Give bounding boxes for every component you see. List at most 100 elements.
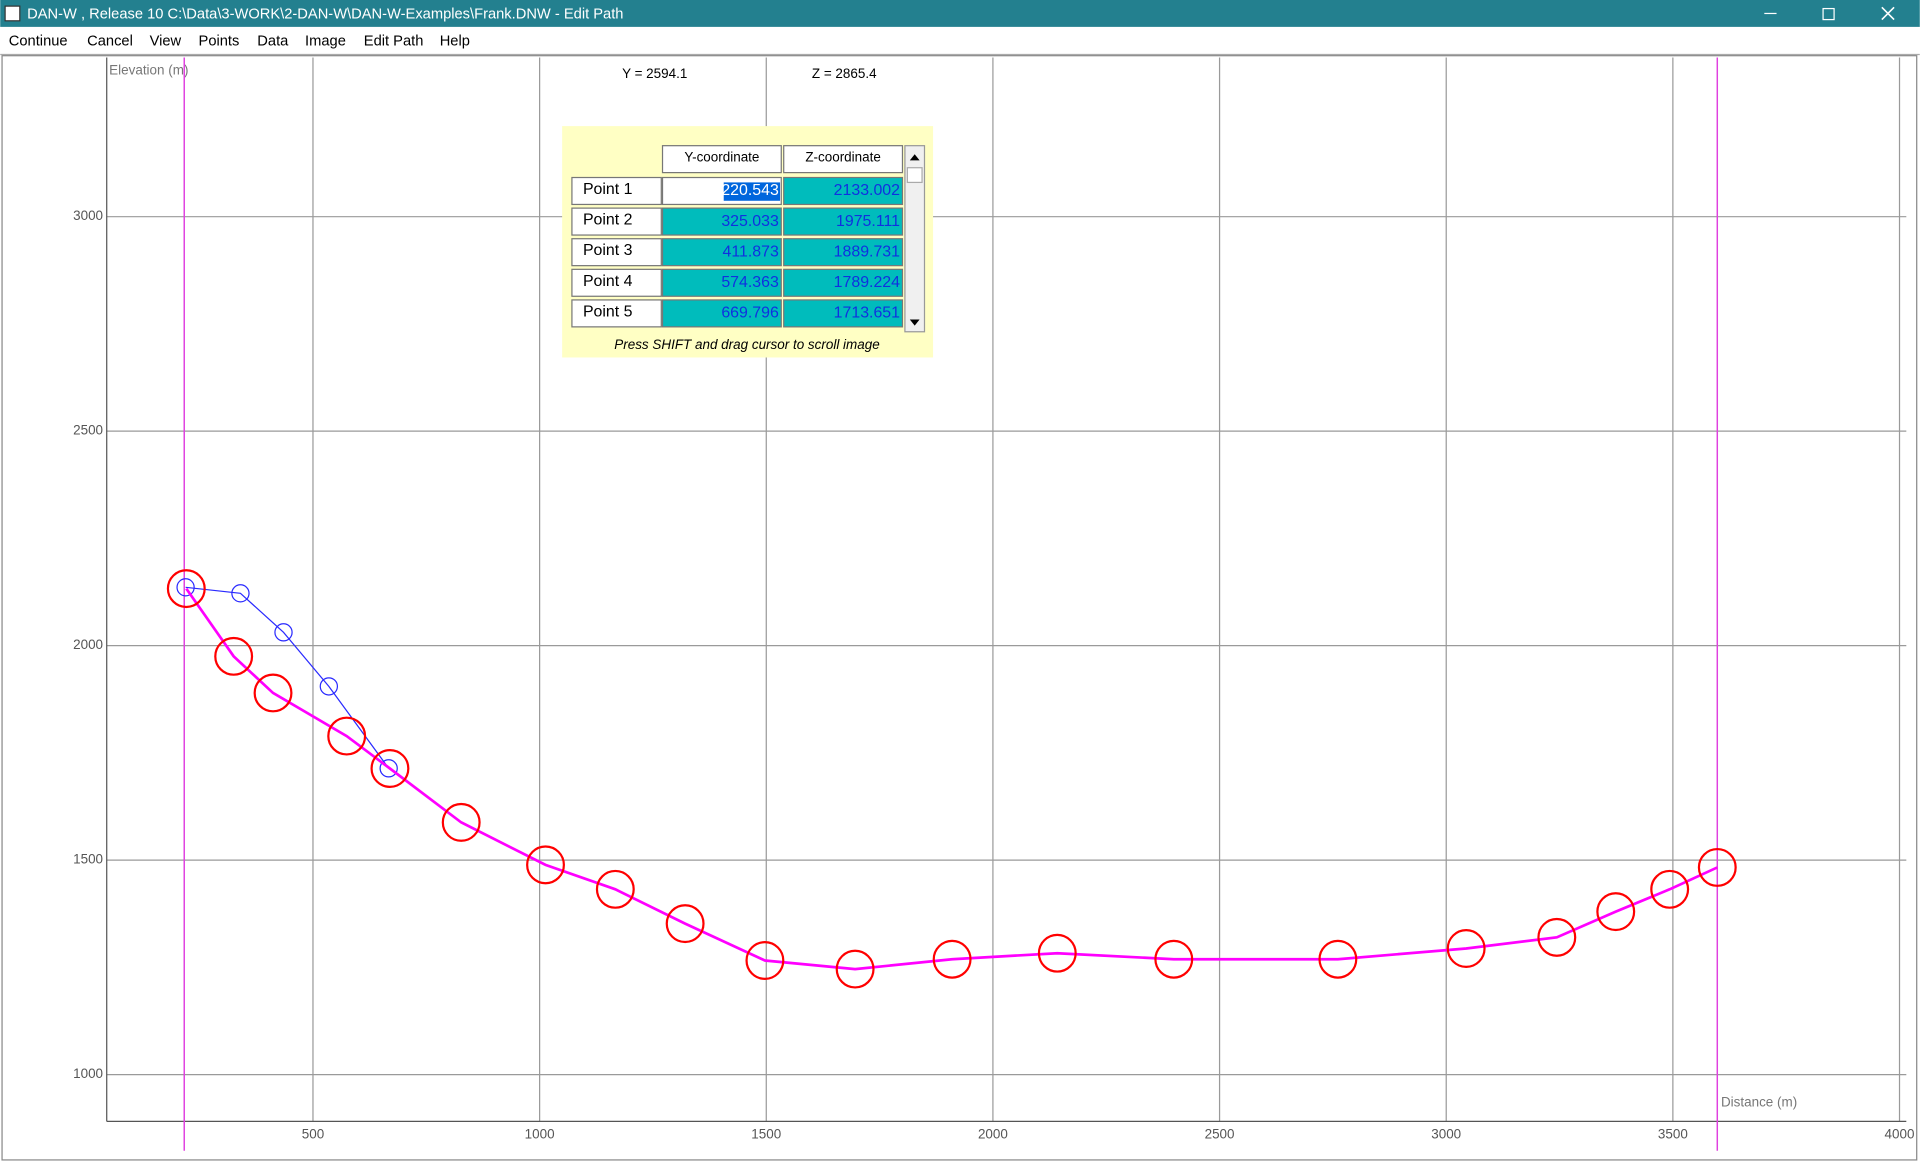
canvas [1, 55, 1918, 1161]
menu-item[interactable]: Continue [9, 33, 68, 49]
cell-value: 411.873 [722, 243, 778, 260]
path-point[interactable] [932, 939, 972, 979]
x-tick-label: 1500 [751, 1126, 781, 1141]
selection-highlight [723, 182, 781, 201]
path-point[interactable] [253, 673, 293, 713]
value-cell[interactable] [661, 207, 782, 236]
menu-item[interactable]: Points [199, 33, 240, 49]
path-point[interactable] [1650, 869, 1690, 909]
value-cell[interactable] [783, 176, 904, 206]
row-label: Point 3 [583, 242, 633, 259]
path-point[interactable] [441, 802, 481, 842]
row-header-cell [571, 238, 662, 267]
y-tick-label: 3000 [73, 208, 103, 223]
x-tick-label: 3000 [1431, 1126, 1461, 1141]
path-point[interactable] [1318, 939, 1358, 979]
row-header-cell [571, 176, 662, 206]
menu-bar [0, 26, 1920, 54]
value-cell[interactable] [783, 268, 904, 297]
cell-value: 2133.002 [834, 182, 900, 199]
menu-item[interactable]: Image [305, 33, 346, 49]
value-cell[interactable] [661, 238, 782, 267]
cell-value: 669.796 [721, 305, 779, 322]
path-point[interactable] [370, 749, 410, 788]
path-point[interactable] [1697, 847, 1737, 887]
column-header: Z-coordinate [805, 149, 881, 164]
path-line [185, 587, 1718, 971]
cell-value: 1713.651 [834, 305, 900, 322]
y-tick-label: 1500 [73, 852, 103, 867]
row-label: Point 1 [583, 181, 633, 198]
x-tick-label: 3500 [1658, 1126, 1688, 1141]
window-title: DAN-W , Release 10 C:\Data\3-WORK\2-DAN-… [27, 7, 623, 23]
value-cell[interactable] [661, 268, 782, 297]
x-axis-label: Distance (m) [1721, 1095, 1797, 1110]
path-line [185, 586, 390, 769]
menu: Continue Cancel View Points Data Image Edit Pa… [9, 33, 470, 49]
cursor-y: Y = 2594.1 [622, 66, 687, 81]
row-label: Point 5 [583, 303, 633, 320]
y-axis-label: Elevation (m) [109, 63, 188, 78]
path-point[interactable] [745, 941, 785, 980]
cell-value: 220.543 [721, 182, 779, 199]
row-header-cell [571, 207, 662, 236]
scroll-up[interactable] [909, 154, 920, 161]
menu-item[interactable]: Data [257, 33, 289, 49]
row-label: Point 2 [583, 212, 633, 229]
value-cell[interactable] [661, 299, 782, 328]
x-tick-label: 2500 [1205, 1126, 1235, 1141]
title-bar [0, 0, 1920, 27]
row-label: Point 4 [583, 273, 633, 290]
path-point[interactable] [214, 636, 254, 676]
row-header-cell [571, 299, 662, 328]
x-tick-label: 1000 [525, 1126, 555, 1141]
path-point[interactable] [166, 569, 206, 609]
header-cell [783, 145, 904, 174]
menu-item[interactable]: Help [440, 33, 470, 49]
scrollbar[interactable] [904, 145, 926, 333]
table-note: Press SHIFT and drag cursor to scroll im… [614, 337, 879, 352]
menu-item[interactable]: View [150, 33, 182, 49]
path-point[interactable] [1446, 929, 1486, 968]
path-point[interactable] [595, 869, 635, 909]
value-cell[interactable] [783, 299, 904, 328]
menu-item[interactable]: Edit Path [364, 33, 424, 49]
y-tick-label: 2000 [73, 637, 103, 652]
y-tick-label: 2500 [73, 423, 103, 438]
x-tick-label: 4000 [1885, 1126, 1915, 1141]
original-point [274, 623, 293, 642]
column-header: Y-coordinate [684, 149, 759, 164]
value-cell[interactable] [783, 207, 904, 236]
path-point[interactable] [665, 904, 705, 944]
app-icon [4, 5, 21, 22]
cursor-z: Z = 2865.4 [812, 66, 877, 81]
original-point [176, 578, 195, 597]
close-button[interactable] [1881, 6, 1895, 21]
path-point[interactable] [526, 845, 565, 885]
value-cell[interactable] [783, 238, 904, 267]
x-tick-label: 2000 [978, 1126, 1008, 1141]
cell-value: 1789.224 [834, 274, 900, 291]
cell-value: 1975.111 [836, 213, 900, 230]
cell-value: 1889.731 [834, 243, 900, 260]
menu-item[interactable]: Cancel [87, 33, 133, 49]
y-tick-label: 1000 [73, 1066, 103, 1081]
scroll-thumb[interactable] [906, 167, 923, 184]
original-point [231, 584, 250, 603]
path-point[interactable] [327, 716, 367, 756]
header-cell [661, 145, 782, 174]
path-point[interactable] [1596, 892, 1636, 932]
cell-value: 574.363 [721, 274, 779, 291]
x-tick-label: 500 [302, 1126, 324, 1141]
coordinate-table: Press SHIFT and drag cursor to scroll im… [562, 126, 934, 358]
path-point[interactable] [1154, 939, 1194, 979]
path-point[interactable] [835, 949, 875, 989]
path-point[interactable] [1537, 917, 1577, 957]
original-point [319, 677, 339, 696]
restore-button[interactable] [1822, 7, 1835, 21]
path-point[interactable] [1037, 933, 1077, 973]
scroll-down[interactable] [909, 319, 920, 326]
row-header-cell [571, 268, 662, 297]
